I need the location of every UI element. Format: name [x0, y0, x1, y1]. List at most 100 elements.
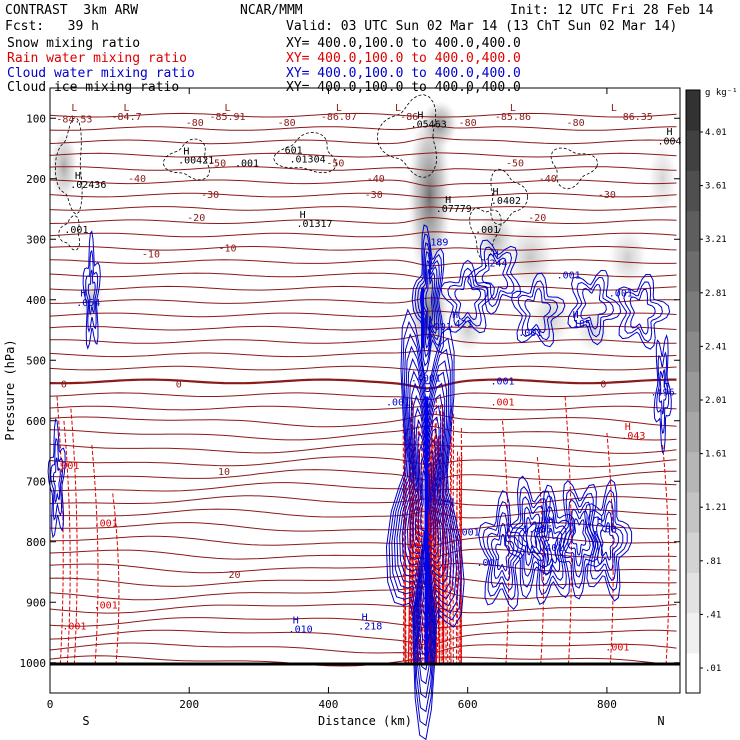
contour-label: L [124, 103, 130, 114]
cloud-water-contour [629, 288, 656, 335]
contour-label: -84.53 [56, 114, 92, 125]
colorbar-swatch [686, 170, 700, 212]
cloud-water-contour [85, 249, 99, 333]
colorbar-swatch [686, 130, 700, 171]
rain-contour [460, 455, 463, 663]
cloud-water-contour [554, 479, 604, 600]
x-tick-label: 200 [179, 698, 199, 711]
contour-label: .001 [609, 289, 633, 300]
contour-label: .001 [605, 643, 629, 654]
init-time: Init: 12 UTC Fri 28 Feb 14 [510, 3, 714, 18]
isotherm-line [49, 629, 677, 646]
cloud-water-contour [454, 275, 482, 321]
cloud-water-contour [571, 517, 587, 556]
rain-contour [449, 409, 452, 663]
rain-contour [70, 408, 78, 663]
isotherm-line [49, 152, 677, 158]
rain-contour [460, 446, 463, 663]
contour-label: 1.085 [522, 525, 552, 536]
snow-shade [574, 305, 611, 355]
contour-label: .001 [518, 328, 542, 339]
contour-label: -50 [208, 159, 226, 170]
contour-label: .010 [289, 625, 313, 636]
contour-label: .01317 [296, 219, 332, 230]
field-xy-rain: XY= 400.0,100.0 to 400.0,400.0 [286, 51, 521, 66]
contour-label: H [548, 516, 554, 527]
cloud-water-contour [534, 506, 567, 586]
cloud-water-contour [567, 508, 591, 567]
contour-label: .043 [621, 431, 645, 442]
x-tick-label: 400 [319, 698, 339, 711]
isotherm-line [49, 562, 677, 574]
cloud-water-contour [599, 521, 615, 561]
isotherm-line [49, 425, 677, 441]
cloud-water-contour [481, 253, 509, 300]
plot-frame [49, 87, 681, 694]
contour-label: .218 [358, 621, 382, 632]
isotherm-line [49, 413, 677, 428]
isotherm-line [49, 112, 677, 118]
colorbar-tick-label: 2.01 [705, 396, 727, 406]
contour-label: L [71, 103, 77, 114]
cloud-water-contour [417, 242, 440, 358]
contour-label: H [493, 187, 499, 198]
rain-contour [63, 420, 71, 663]
contour-label: .001 [417, 609, 441, 620]
cloud-water-contour [478, 490, 528, 610]
y-tick-label: 200 [26, 173, 46, 186]
isotherm-line [49, 231, 677, 238]
contour-label: 20 [228, 570, 240, 581]
y-tick-label: 1000 [20, 657, 47, 670]
contour-label: H [300, 210, 306, 221]
colorbar-tick-label: 2.81 [705, 289, 727, 299]
snow-shade [647, 142, 678, 216]
isotherm-line [49, 216, 677, 224]
rain-contour [456, 488, 459, 663]
cloud-water-contour [425, 268, 433, 332]
cloud-water-contour [412, 431, 440, 601]
colorbar-swatch [686, 451, 700, 493]
cloud-water-contour [623, 281, 663, 343]
contour-label: .001 [477, 558, 501, 569]
rain-contour [455, 451, 459, 663]
isotherm-line [49, 245, 677, 251]
isotherm-line [49, 259, 677, 267]
contour-label: 0 [600, 379, 606, 390]
cloud-ice-contour [54, 117, 83, 215]
cloud-water-contour [517, 280, 559, 341]
cloud-water-contour [482, 501, 524, 601]
cloud-water-contour [524, 288, 552, 334]
contour-label: H [493, 249, 499, 260]
contour-label: .01304 [290, 154, 326, 165]
contour-label: .001 [557, 271, 581, 282]
cloud-water-contour [495, 533, 511, 572]
snow-shading-layer [49, 100, 678, 361]
contour-label: H [667, 127, 673, 138]
contour-label: .05463 [411, 119, 447, 130]
contour-label: .421 [449, 319, 473, 330]
contour-label: H [625, 422, 631, 433]
isotherm-line [49, 508, 677, 519]
contour-label: L [611, 103, 617, 114]
colorbar-swatch [686, 572, 700, 614]
x-tick-label: 0 [47, 698, 54, 711]
x-tick-label: 600 [458, 698, 478, 711]
contour-label: L [510, 103, 516, 114]
isotherm-line [49, 285, 677, 291]
contour-label: .054 [76, 298, 100, 309]
contour-label: -20 [187, 213, 205, 224]
y-tick-label: 400 [26, 294, 46, 307]
cloud-water-contour [580, 283, 607, 330]
cloud-water-contour [539, 517, 563, 576]
contour-label: -30 [598, 190, 616, 201]
rain-contour [402, 411, 405, 663]
rain-contour [432, 464, 435, 663]
forecast-hour: Fcst: 39 h [5, 19, 99, 34]
cloud-water-contour [558, 489, 600, 589]
cloud-water-contour [567, 269, 622, 346]
cloud-water-contour [656, 351, 670, 435]
cloud-ice-contour [550, 147, 599, 190]
cloud-ice-contour [58, 215, 81, 251]
cloud-water-contour [406, 407, 445, 629]
